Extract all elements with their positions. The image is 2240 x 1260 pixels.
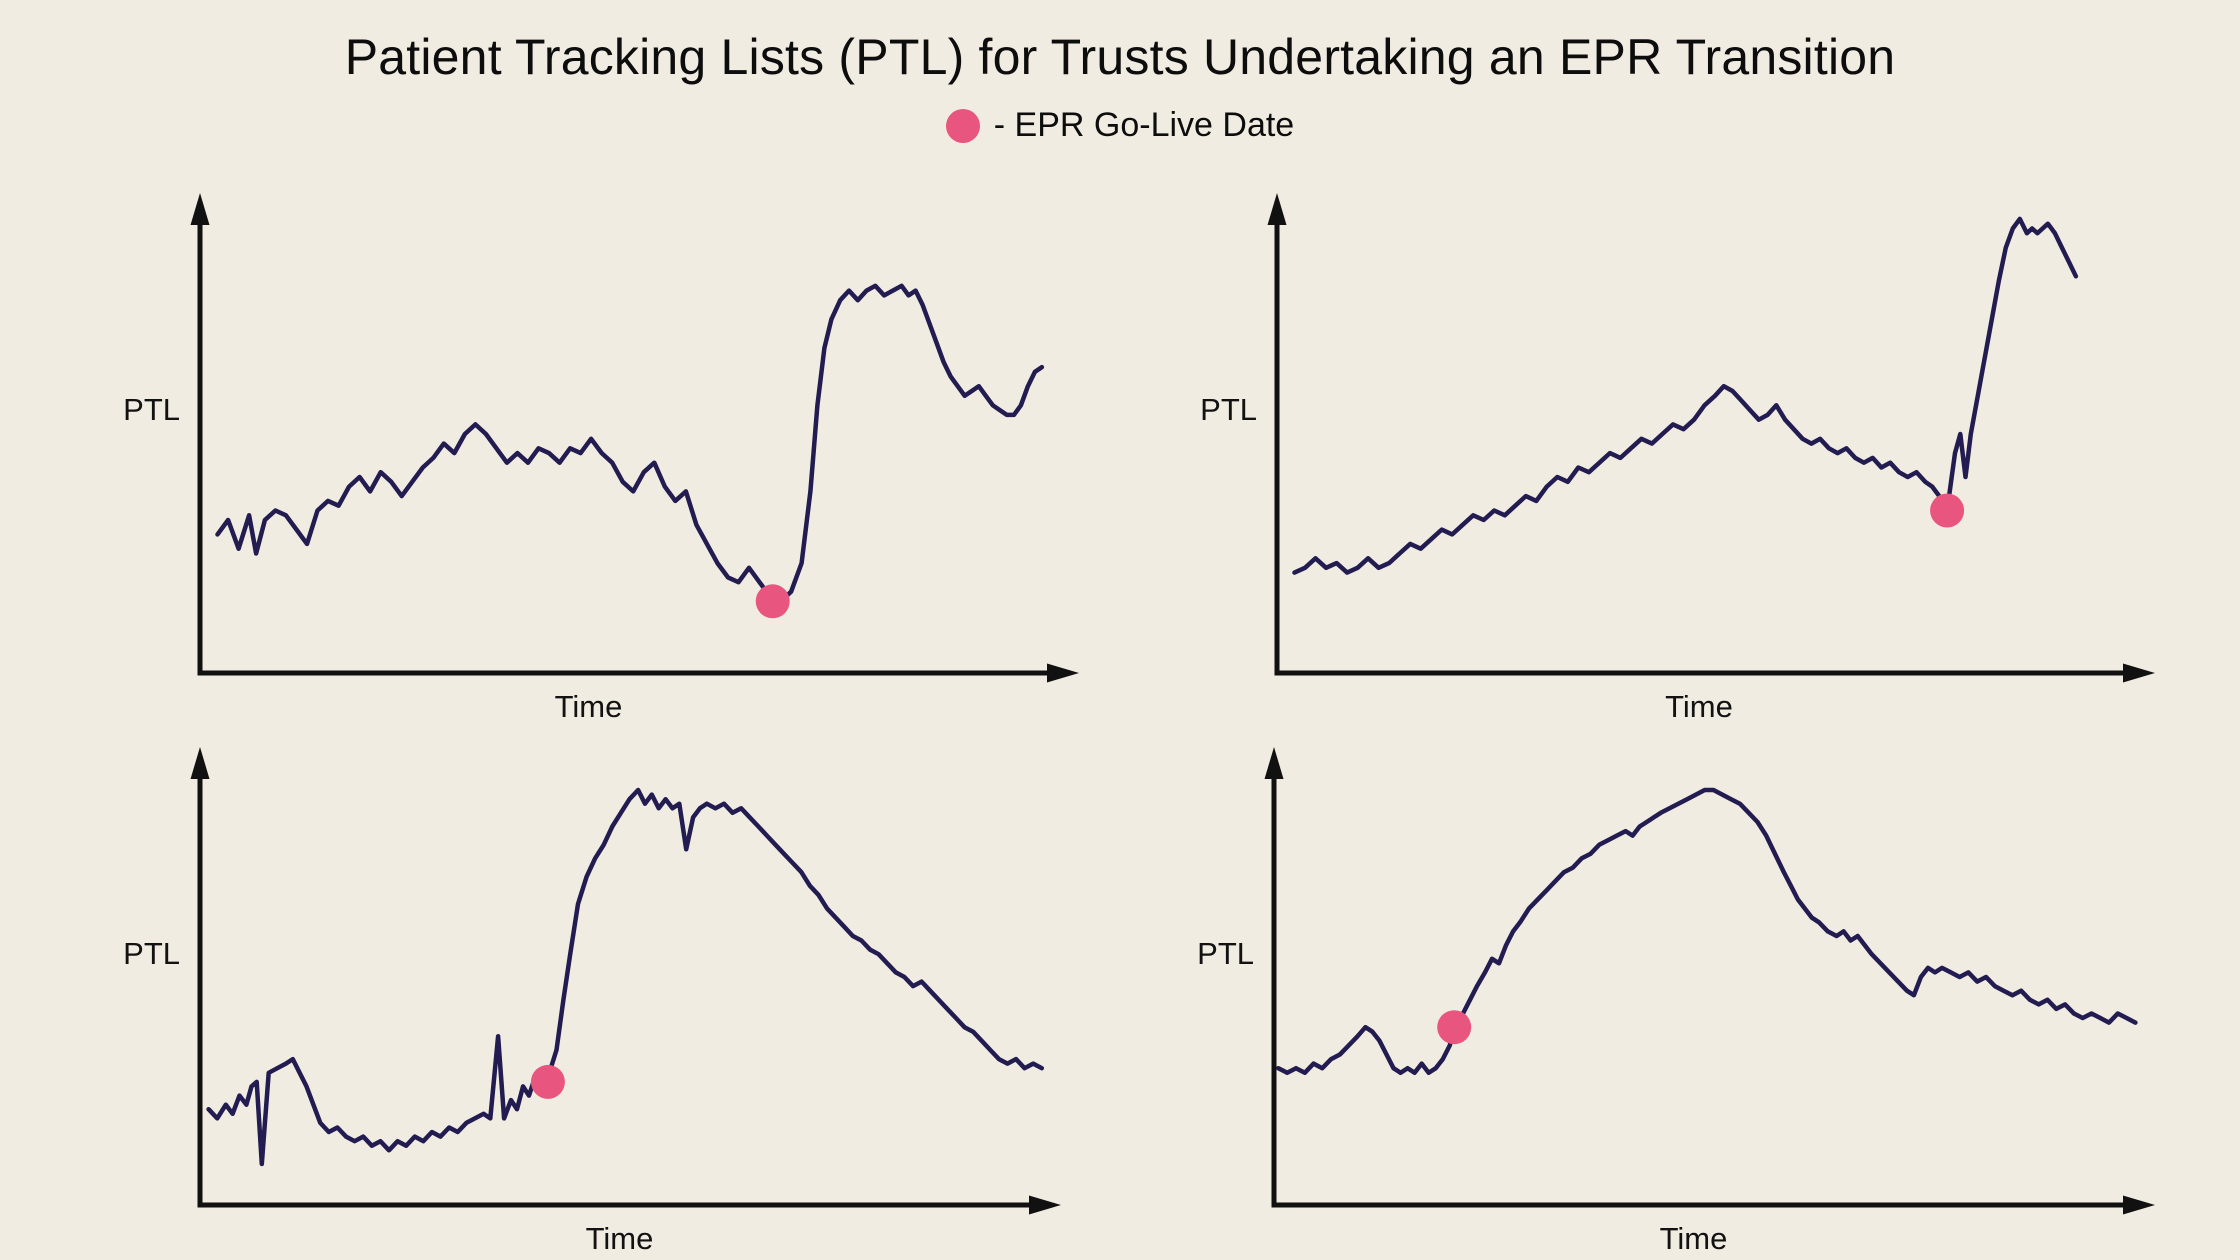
plot-area-bottom-left (190, 747, 1061, 1215)
golive-dot-icon (945, 108, 980, 143)
ptl-series-line (215, 283, 1045, 604)
ptl-series-line (206, 787, 1045, 1167)
x-axis-arrow-icon (2123, 663, 2155, 683)
plot-area-bottom-right (1264, 747, 2155, 1215)
legend: - EPR Go-Live Date (0, 106, 2240, 145)
legend-label: - EPR Go-Live Date (993, 106, 1295, 144)
golive-marker (1930, 493, 1965, 528)
chart-top-right: PTL Time (1200, 193, 2155, 724)
y-axis-arrow-icon (190, 747, 210, 779)
ptl-series-line (1292, 216, 2079, 575)
plot-area-top-left (190, 193, 1079, 683)
plot-area-top-right (1267, 193, 2155, 683)
x-axis-label: Time (554, 689, 623, 724)
y-axis-arrow-icon (190, 193, 210, 225)
golive-marker (755, 584, 790, 619)
x-axis-arrow-icon (1047, 663, 1079, 683)
y-axis-label: PTL (1197, 936, 1254, 972)
y-axis-arrow-icon (1264, 747, 1284, 779)
page-title: Patient Tracking Lists (PTL) for Trusts … (344, 29, 1896, 85)
x-axis-label: Time (1659, 1221, 1728, 1256)
chart-bottom-left: PTL Time (123, 747, 1061, 1256)
ptl-series-line (1276, 787, 2138, 1076)
x-axis-arrow-icon (2123, 1195, 2155, 1215)
golive-marker (1437, 1010, 1472, 1045)
x-axis-arrow-icon (1029, 1195, 1061, 1215)
x-axis-label: Time (585, 1221, 654, 1256)
golive-marker (530, 1064, 565, 1099)
y-axis-label: PTL (1200, 392, 1257, 428)
x-axis-label: Time (1665, 689, 1733, 724)
chart-bottom-right: PTL Time (1197, 747, 2155, 1256)
y-axis-label: PTL (123, 392, 180, 428)
chart-top-left: PTL Time (123, 193, 1079, 724)
y-axis-arrow-icon (1267, 193, 1287, 225)
y-axis-label: PTL (123, 936, 180, 972)
